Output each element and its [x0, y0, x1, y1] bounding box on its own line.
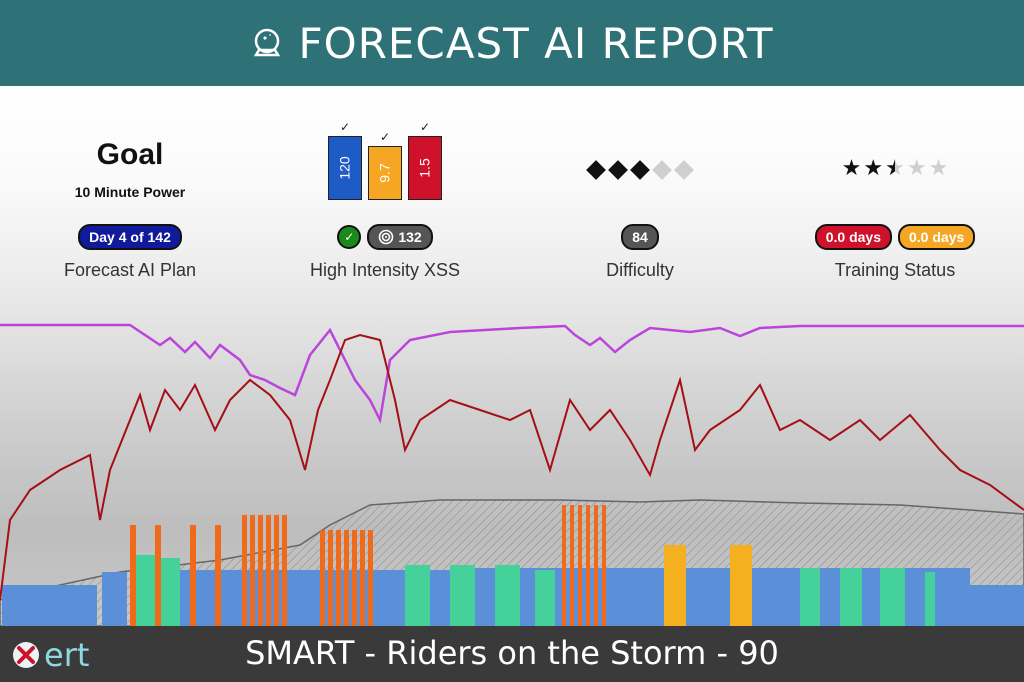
interval-block [535, 570, 555, 626]
training-stars: ★ ★ ★ ★ ★ [767, 155, 1023, 181]
interval-block [800, 568, 820, 626]
xss-bar-value: 9.7 [377, 163, 393, 183]
xss-bar-value: 1.5 [417, 158, 433, 178]
difficulty-diamond-icon [608, 160, 628, 180]
interval-spike [274, 515, 279, 626]
interval-block [405, 565, 430, 626]
interval-spike [368, 530, 373, 626]
goal-panel: Goal 10 Minute Power Day 4 of 142 Foreca… [2, 100, 258, 300]
ftp-line [0, 323, 1024, 424]
interval-spike [562, 505, 566, 626]
star-icon: ★ [928, 155, 949, 180]
target-value: 132 [398, 229, 422, 245]
interval-block [102, 572, 127, 626]
xss-bars: ✓ 120 ✓ 9.7 ✓ 1.5 [257, 108, 513, 200]
interval-spike [190, 525, 196, 626]
interval-spike [155, 525, 161, 626]
target-icon [379, 229, 394, 245]
interval-spike [320, 530, 325, 626]
interval-blocks [2, 505, 1024, 626]
difficulty-diamond-icon [674, 160, 694, 180]
xss-bar-value: 120 [336, 156, 353, 180]
plan-day-badge: Day 4 of 142 [78, 224, 182, 250]
xss-bar-check: ✓ [379, 130, 391, 144]
interval-spike [266, 515, 271, 626]
interval-block [730, 545, 752, 626]
xss-bar-fill: 9.7 [368, 146, 402, 200]
workout-title: SMART - Riders on the Storm - 90 [245, 634, 779, 672]
interval-spike [578, 505, 582, 626]
interval-spike [570, 505, 574, 626]
report-header: FORECAST AI REPORT [0, 0, 1024, 86]
interval-block [160, 558, 180, 626]
xss-label: High Intensity XSS [309, 260, 461, 280]
interval-spike [352, 530, 357, 626]
difficulty-panel: 84 Difficulty [512, 100, 768, 300]
star-icon: ★ [885, 155, 905, 180]
difficulty-diamond-icon [586, 160, 606, 180]
star-icon: ★ [841, 155, 862, 180]
interval-spike [344, 530, 349, 626]
interval-block [840, 568, 862, 626]
difficulty-score-badge: 84 [621, 224, 659, 250]
interval-spike [258, 515, 263, 626]
xss-bar-fill: 1.5 [408, 136, 442, 200]
xss-bar: ✓ 9.7 [368, 130, 402, 200]
crystal-ball-icon [254, 28, 281, 57]
goal-title: Goal [96, 138, 164, 171]
training-badge-red: 0.0 days [814, 224, 892, 250]
interval-block [970, 585, 1024, 626]
footer: ert SMART - Riders on the Storm - 90 [0, 626, 1024, 682]
interval-spike [602, 505, 606, 626]
goal-subtitle: 10 Minute Power [74, 184, 186, 200]
training-badge-orange: 0.0 days [898, 224, 976, 250]
interval-spike [586, 505, 590, 626]
xert-logo: ert [10, 636, 89, 674]
xss-bar: ✓ 120 [328, 120, 362, 200]
difficulty-diamond-icon [652, 160, 672, 180]
star-icon: ★ [906, 155, 927, 180]
interval-spike [250, 515, 255, 626]
difficulty-rating [512, 160, 768, 180]
forecast-plan-label: Forecast AI Plan [63, 260, 197, 280]
difficulty-diamond-icon [630, 160, 650, 180]
interval-spike [215, 525, 221, 626]
training-panel: ★ ★ ★ ★ ★ 0.0 days 0.0 days Training Status [767, 100, 1023, 300]
xert-logo-icon [13, 642, 39, 668]
interval-spike [282, 515, 287, 626]
interval-spike [130, 525, 136, 626]
interval-block [495, 565, 520, 626]
xss-bar-check: ✓ [339, 120, 351, 134]
difficulty-label: Difficulty [606, 260, 674, 280]
interval-spike [594, 505, 598, 626]
star-icon: ★ [863, 155, 884, 180]
xss-bar: ✓ 1.5 [408, 120, 442, 200]
interval-spike [328, 530, 333, 626]
interval-block [2, 585, 97, 626]
target-badge: 132 [367, 224, 433, 250]
workout-chart [0, 323, 1024, 626]
power-line [0, 333, 1024, 601]
xert-logo-text: ert [44, 636, 90, 674]
interval-spike [360, 530, 365, 626]
training-label: Training Status [834, 260, 956, 280]
interval-block [925, 572, 935, 626]
interval-spike [336, 530, 341, 626]
xss-bar-fill: 120 [328, 136, 362, 200]
check-badge: ✓ [337, 225, 362, 249]
xss-panel: ✓ 120 ✓ 9.7 ✓ 1.5 ✓ 132 High Intensity XSS [257, 100, 513, 300]
interval-block [880, 568, 905, 626]
interval-block [664, 545, 686, 626]
report-title: FORECAST AI REPORT [298, 18, 774, 68]
xss-bar-check: ✓ [419, 120, 431, 134]
interval-spike [242, 515, 247, 626]
interval-block [450, 565, 475, 626]
